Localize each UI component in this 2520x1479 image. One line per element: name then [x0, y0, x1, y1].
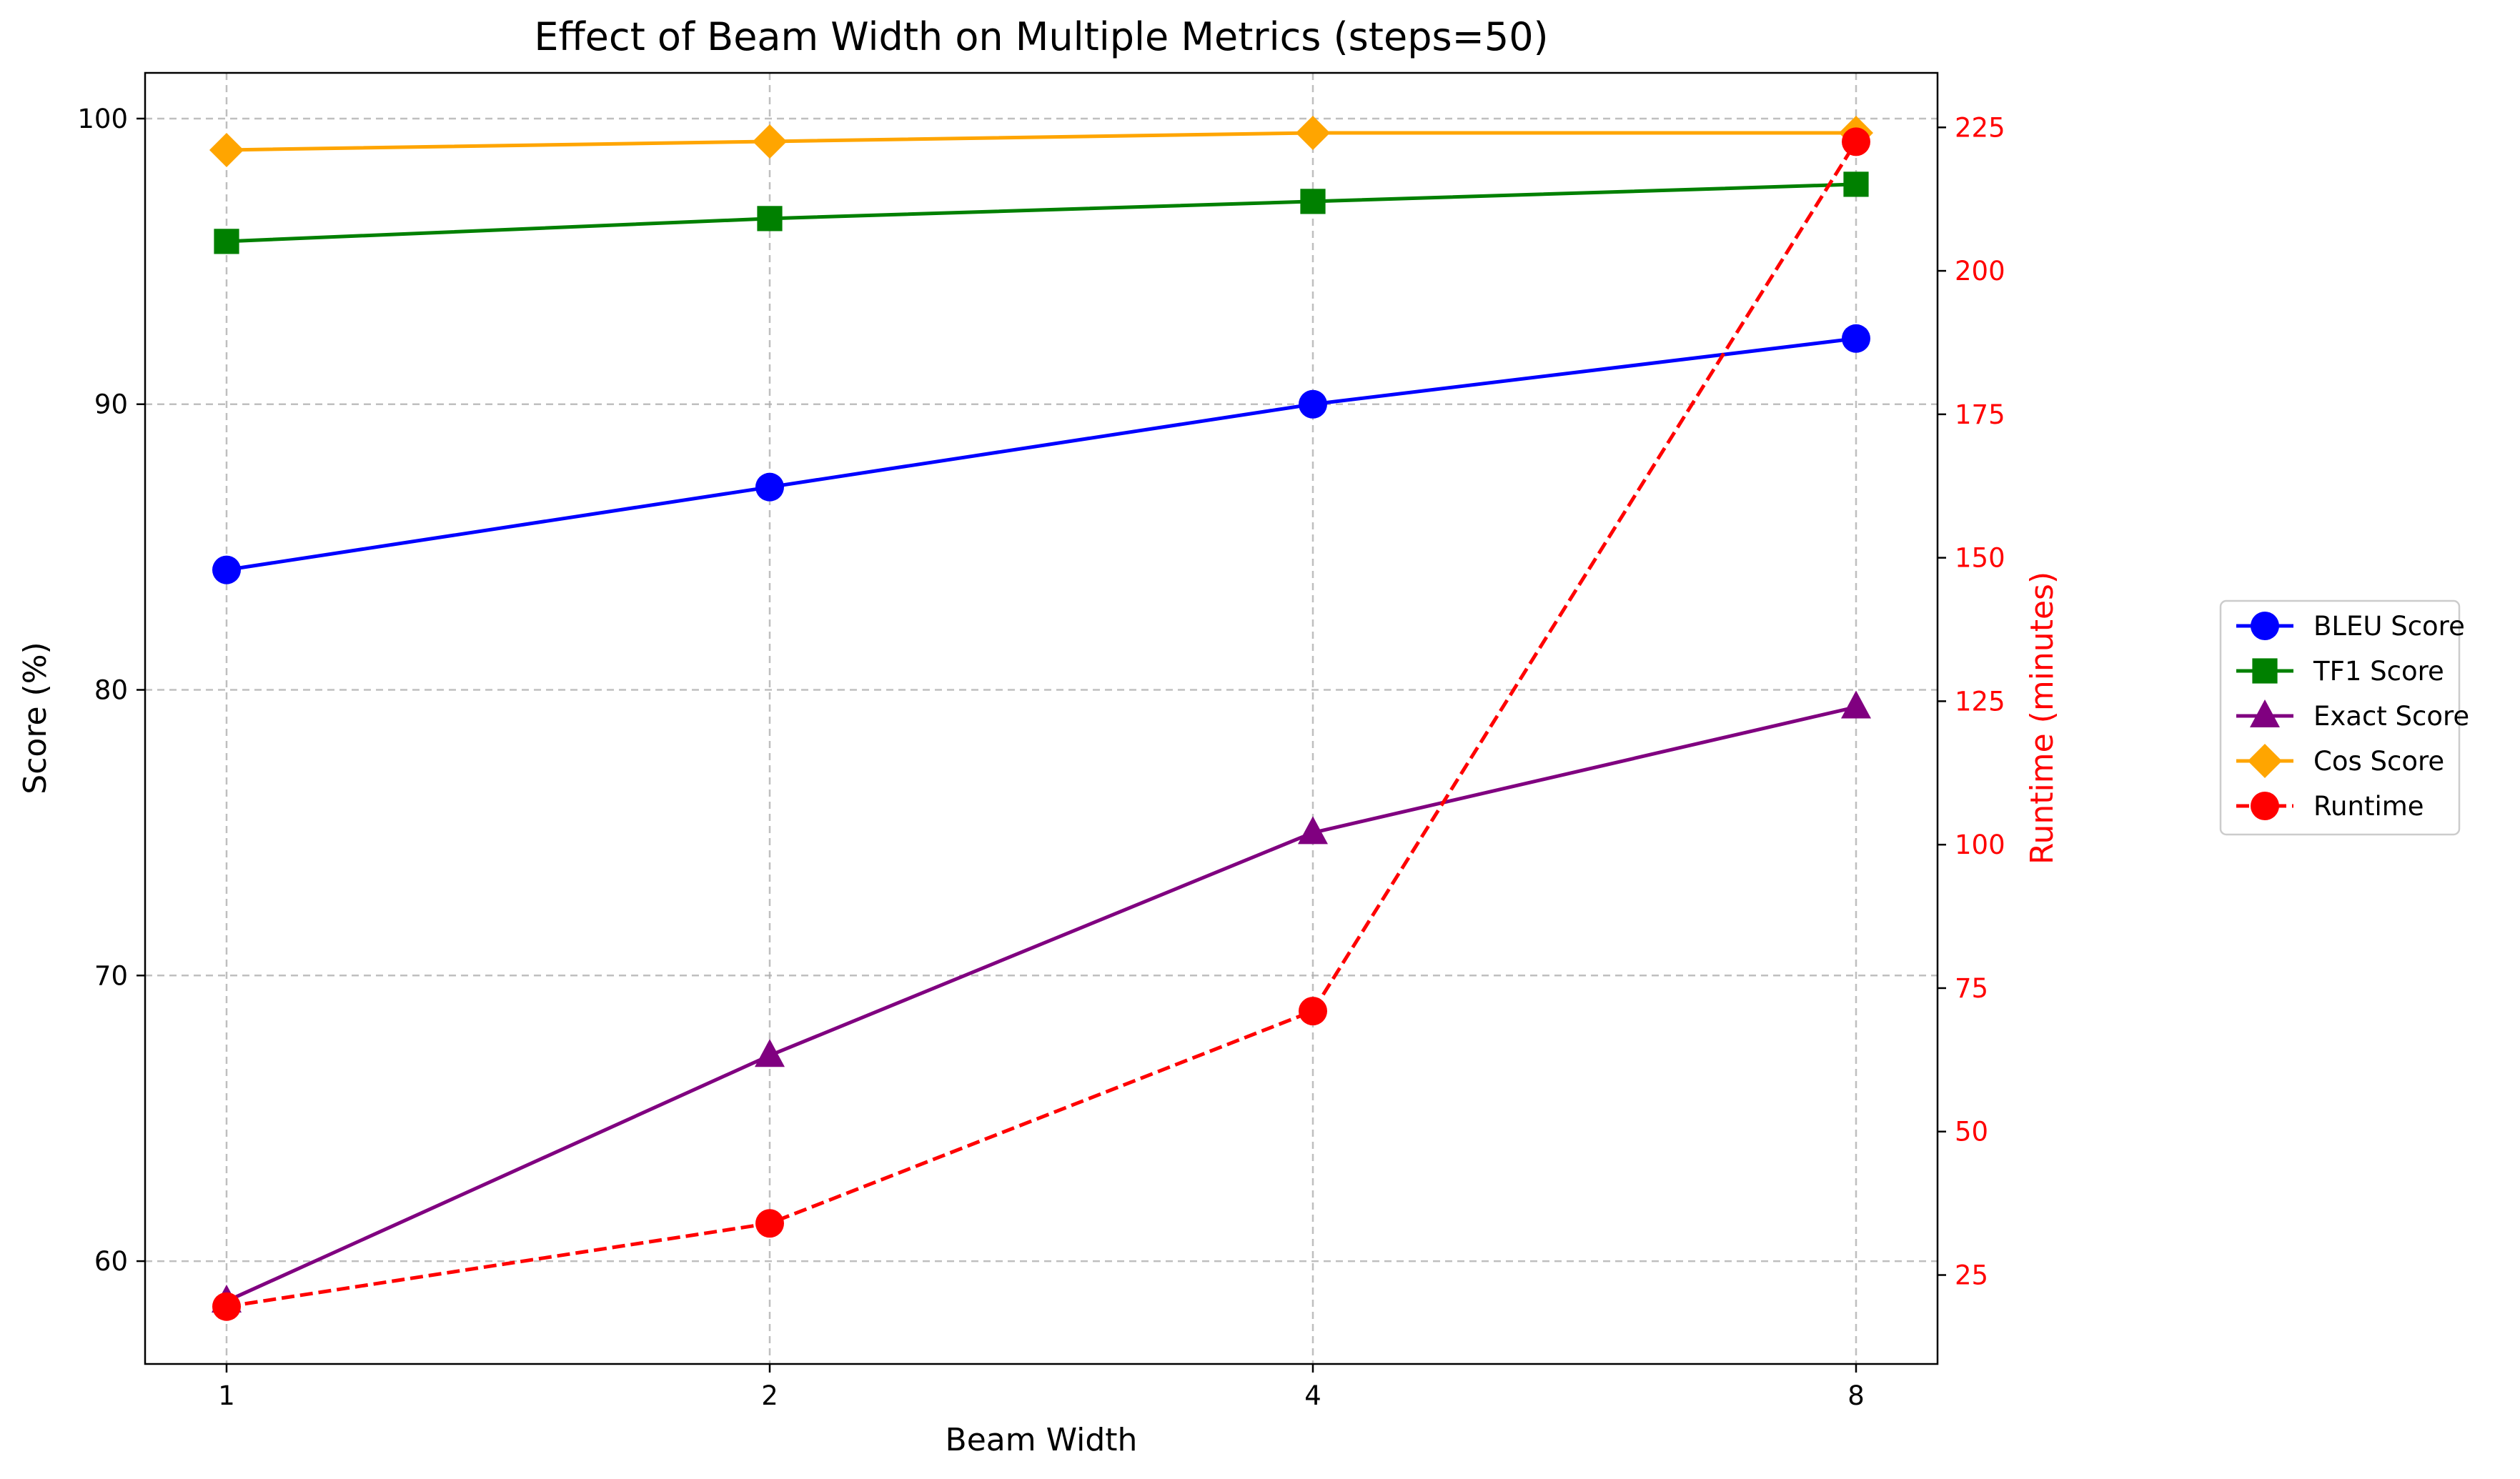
y-axis-label: Score (%) — [17, 642, 54, 794]
data-point — [1842, 127, 1870, 156]
y-tick-label: 70 — [94, 960, 128, 991]
legend-marker — [2252, 658, 2278, 684]
x-axis-label: Beam Width — [946, 1422, 1138, 1458]
chart-title: Effect of Beam Width on Multiple Metrics… — [534, 14, 1548, 59]
series-line — [224, 337, 1858, 572]
data-point — [212, 1292, 241, 1321]
y2-tick-label: 100 — [1955, 830, 2005, 860]
legend-entry: Cos Score — [2236, 744, 2444, 778]
data-point — [1300, 189, 1326, 214]
x-tick-label: 1 — [218, 1380, 235, 1411]
data-point — [1298, 816, 1328, 845]
y2-axis-label: Runtime (minutes) — [2024, 572, 2060, 865]
series-line — [226, 141, 1858, 1309]
legend-marker — [2251, 612, 2279, 640]
legend-marker — [2251, 792, 2279, 820]
legend-marker — [2248, 744, 2282, 778]
legend-entry: TF1 Score — [2236, 656, 2444, 687]
y2-tick-label: 75 — [1955, 973, 1988, 1004]
data-point — [755, 472, 784, 502]
series-tf1-score — [214, 171, 1869, 254]
legend-label: TF1 Score — [2313, 656, 2444, 687]
y-tick-label: 90 — [94, 389, 128, 420]
data-point — [757, 206, 783, 231]
data-point — [214, 229, 239, 254]
data-point — [1842, 324, 1870, 353]
left-y-axis: 60 70 80 90 100 — [77, 104, 145, 1277]
y-tick-label: 60 — [94, 1246, 128, 1277]
legend-box — [2219, 599, 2461, 836]
legend-entry: Runtime — [2236, 791, 2424, 822]
legend-label: Cos Score — [2313, 746, 2444, 777]
y2-tick-label: 125 — [1955, 686, 2005, 717]
series-line — [224, 182, 1858, 244]
legend-label: Exact Score — [2313, 701, 2469, 732]
plot-frame — [144, 71, 1939, 1365]
y2-tick-label: 200 — [1955, 256, 2005, 287]
y2-tick-label: 50 — [1955, 1117, 1988, 1147]
x-tick-label: 4 — [1304, 1380, 1321, 1411]
legend-entry: BLEU Score — [2236, 611, 2465, 642]
legend-label: BLEU Score — [2313, 611, 2465, 642]
plot-series — [209, 115, 1873, 1321]
legend-entry: Exact Score — [2236, 699, 2469, 732]
data-point — [209, 132, 244, 167]
legend: BLEU Score TF1 Score Exact Score Cos Score R… — [2219, 599, 2469, 836]
legend-label: Runtime — [2313, 791, 2424, 822]
right-y-axis: 25 50 75 100 125 150 175 200 225 — [1938, 112, 2005, 1291]
y2-tick-label: 175 — [1955, 399, 2005, 430]
x-axis: 1 2 4 8 — [218, 1364, 1865, 1411]
y2-tick-label: 25 — [1955, 1260, 1988, 1291]
y-tick-label: 80 — [94, 675, 128, 706]
data-point — [753, 124, 787, 159]
data-point — [1299, 997, 1327, 1026]
data-point — [755, 1209, 784, 1238]
data-point — [755, 1039, 785, 1067]
y2-tick-label: 225 — [1955, 112, 2005, 143]
x-tick-label: 2 — [761, 1380, 778, 1411]
x-tick-label: 8 — [1847, 1380, 1865, 1411]
series-line — [224, 131, 1858, 152]
data-point — [1296, 115, 1330, 150]
data-point — [1299, 389, 1327, 419]
data-point — [212, 555, 241, 584]
data-point — [1841, 690, 1871, 719]
y-tick-label: 100 — [77, 104, 128, 134]
data-point — [1843, 171, 1869, 197]
series-runtime — [212, 127, 1870, 1321]
y2-tick-label: 150 — [1955, 543, 2005, 574]
series-bleu-score — [212, 324, 1870, 584]
legend-marker — [2250, 699, 2280, 727]
series-line — [224, 705, 1858, 1303]
